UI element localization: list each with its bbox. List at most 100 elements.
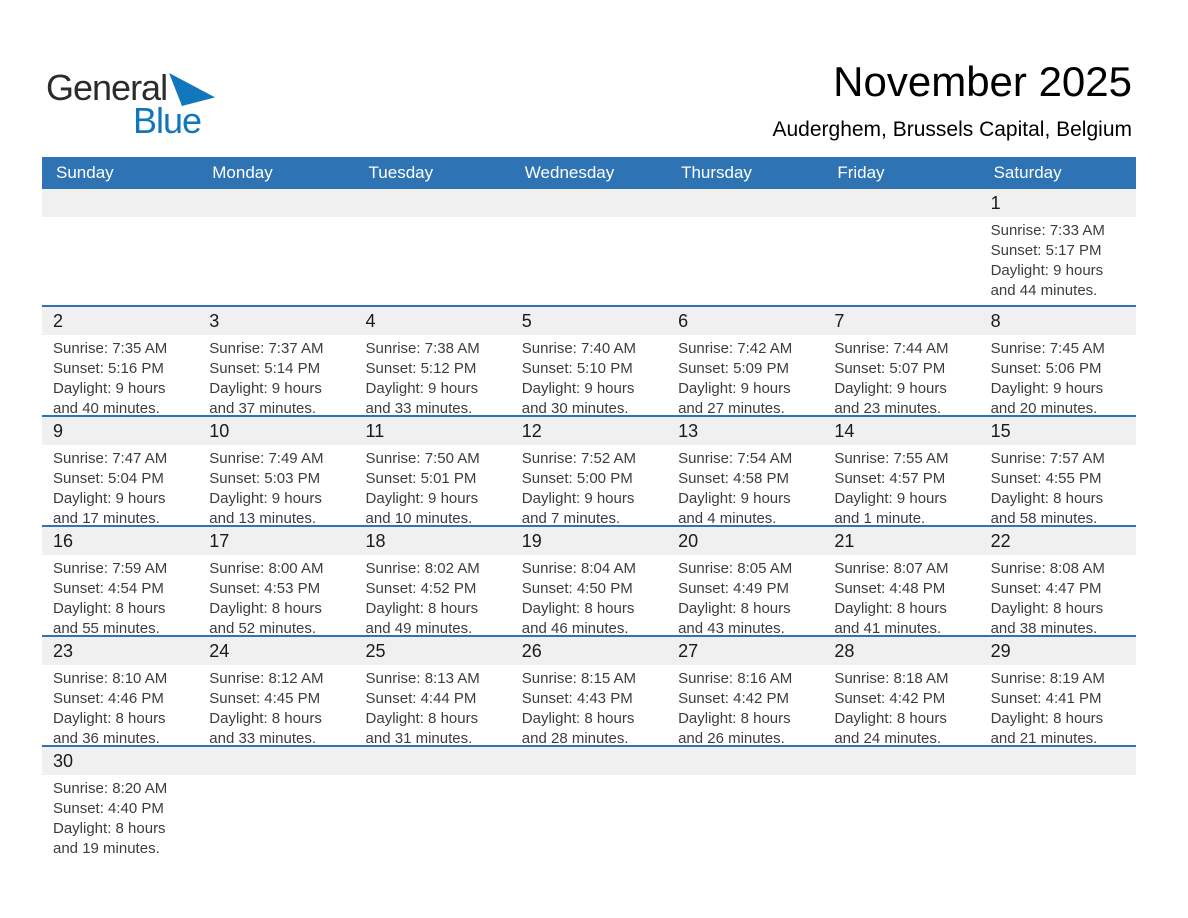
day-cell: 7 Sunrise: 7:44 AM Sunset: 5:07 PM Daylight…: [823, 307, 980, 417]
sunset-text: Sunset: 4:48 PM: [834, 580, 946, 597]
sunset-text: Sunset: 5:09 PM: [678, 360, 789, 377]
daylight-text-line2: and 33 minutes.: [209, 730, 317, 747]
sunset-text: Sunset: 5:06 PM: [990, 360, 1102, 377]
sunrise-text: Sunrise: 8:20 AM: [53, 780, 168, 797]
daylight-text-line1: Daylight: 9 hours: [365, 490, 479, 507]
sunrise-text: Sunrise: 7:37 AM: [209, 340, 324, 357]
daylight-text-line2: and 46 minutes.: [521, 620, 629, 637]
daylight-text-line1: Daylight: 8 hours: [209, 600, 322, 617]
daylight-text-line2: and 31 minutes.: [365, 730, 473, 747]
daylight-text-line2: and 43 minutes.: [678, 620, 785, 637]
daylight-text-line1: Daylight: 8 hours: [521, 600, 635, 617]
day-cell-body: Sunrise: 7:55 AM Sunset: 4:57 PM Daylight:…: [823, 445, 979, 529]
day-cell-body: Sunrise: 7:37 AM Sunset: 5:14 PM Daylight:…: [198, 335, 354, 419]
day-cell-body: Sunrise: 8:15 AM Sunset: 4:43 PM Daylight:…: [511, 665, 667, 749]
day-cell-body: Sunrise: 7:40 AM Sunset: 5:10 PM Daylight:…: [511, 335, 667, 419]
day-cell: 2 Sunrise: 7:35 AM Sunset: 5:16 PM Daylight…: [42, 307, 199, 417]
sunrise-text: Sunrise: 8:05 AM: [678, 560, 793, 577]
day-number: [198, 747, 355, 775]
day-cell-body: Sunrise: 7:35 AM Sunset: 5:16 PM Daylight:…: [42, 335, 198, 419]
empty-day-cell: [354, 189, 511, 305]
day-number: [667, 747, 824, 775]
daylight-text-line1: Daylight: 8 hours: [365, 710, 479, 727]
sunrise-text: Sunrise: 8:07 AM: [834, 560, 949, 577]
day-cell: 19 Sunrise: 8:04 AM Sunset: 4:50 PM Dayligh…: [510, 527, 668, 637]
sunrise-text: Sunrise: 7:52 AM: [521, 450, 637, 467]
daylight-text-line1: Daylight: 8 hours: [990, 490, 1104, 507]
sunrise-text: Sunrise: 8:04 AM: [521, 560, 637, 577]
day-cell-body: Sunrise: 7:50 AM Sunset: 5:01 PM Daylight:…: [355, 445, 511, 529]
day-cell-body: Sunrise: 7:57 AM Sunset: 4:55 PM Daylight:…: [980, 445, 1136, 529]
day-number: 11: [354, 417, 511, 445]
daylight-text-line1: Daylight: 8 hours: [990, 710, 1104, 727]
sunrise-text: Sunrise: 7:35 AM: [53, 340, 168, 357]
daylight-text-line2: and 52 minutes.: [209, 620, 317, 637]
day-number: 23: [42, 637, 199, 665]
day-cell-body: Sunrise: 7:47 AM Sunset: 5:04 PM Daylight:…: [42, 445, 198, 529]
sunrise-text: Sunrise: 8:00 AM: [209, 560, 324, 577]
sunrise-text: Sunrise: 7:38 AM: [365, 340, 480, 357]
day-cell-body: [42, 217, 198, 221]
calendar-table: Sunday Monday Tuesday Wednesday Thursday…: [42, 157, 1136, 861]
week-row: 2 Sunrise: 7:35 AM Sunset: 5:16 PM Daylight…: [42, 305, 1136, 417]
week-row: 23 Sunrise: 8:10 AM Sunset: 4:46 PM Dayligh…: [42, 635, 1136, 747]
day-number: [42, 189, 199, 217]
sunset-text: Sunset: 4:50 PM: [521, 580, 633, 597]
sunrise-text: Sunrise: 8:10 AM: [53, 670, 168, 687]
empty-day-cell: [42, 189, 199, 305]
day-cell-body: [823, 775, 979, 779]
day-cell-body: Sunrise: 7:49 AM Sunset: 5:03 PM Daylight:…: [198, 445, 354, 529]
daylight-text-line1: Daylight: 9 hours: [521, 380, 635, 397]
daylight-text-line2: and 21 minutes.: [990, 730, 1098, 747]
day-cell: 28 Sunrise: 8:18 AM Sunset: 4:42 PM Dayligh…: [823, 637, 980, 747]
day-cell: 20 Sunrise: 8:05 AM Sunset: 4:49 PM Dayligh…: [667, 527, 824, 637]
daylight-text-line1: Daylight: 8 hours: [834, 600, 947, 617]
day-number: 27: [667, 637, 824, 665]
daylight-text-line2: and 33 minutes.: [365, 400, 473, 417]
day-number: [823, 189, 980, 217]
sunrise-text: Sunrise: 7:49 AM: [209, 450, 324, 467]
sunrise-text: Sunrise: 8:02 AM: [365, 560, 480, 577]
day-cell-body: Sunrise: 8:07 AM Sunset: 4:48 PM Daylight:…: [823, 555, 979, 639]
day-cell-body: Sunrise: 8:05 AM Sunset: 4:49 PM Daylight:…: [667, 555, 823, 639]
sunrise-text: Sunrise: 8:12 AM: [209, 670, 324, 687]
sunset-text: Sunset: 4:46 PM: [53, 690, 164, 707]
weekday-header-sunday: Sunday: [56, 163, 114, 182]
day-cell: 1 Sunrise: 7:33 AM Sunset: 5:17 PM Daylight…: [979, 189, 1136, 305]
day-cell-body: Sunrise: 7:52 AM Sunset: 5:00 PM Daylight:…: [511, 445, 667, 529]
daylight-text-line2: and 41 minutes.: [834, 620, 942, 637]
day-cell: 11 Sunrise: 7:50 AM Sunset: 5:01 PM Dayligh…: [354, 417, 511, 527]
daylight-text-line1: Daylight: 8 hours: [521, 710, 635, 727]
weekday-header-thursday: Thursday: [681, 163, 752, 182]
daylight-text-line1: Daylight: 9 hours: [834, 380, 947, 397]
day-cell-body: [823, 217, 979, 221]
day-cell-body: Sunrise: 7:45 AM Sunset: 5:06 PM Daylight:…: [980, 335, 1136, 419]
daylight-text-line2: and 23 minutes.: [834, 400, 942, 417]
sunrise-text: Sunrise: 7:47 AM: [53, 450, 168, 467]
daylight-text-line2: and 44 minutes.: [990, 282, 1098, 299]
day-cell: 6 Sunrise: 7:42 AM Sunset: 5:09 PM Daylight…: [667, 307, 824, 417]
day-number: 19: [510, 527, 668, 555]
day-cell: 21 Sunrise: 8:07 AM Sunset: 4:48 PM Dayligh…: [823, 527, 980, 637]
day-cell: 17 Sunrise: 8:00 AM Sunset: 4:53 PM Dayligh…: [198, 527, 355, 637]
day-cell-body: [667, 217, 823, 221]
daylight-text-line1: Daylight: 8 hours: [53, 710, 166, 727]
daylight-text-line2: and 38 minutes.: [990, 620, 1098, 637]
day-number: 26: [510, 637, 668, 665]
day-cell: 9 Sunrise: 7:47 AM Sunset: 5:04 PM Daylight…: [42, 417, 199, 527]
sunrise-text: Sunrise: 8:08 AM: [990, 560, 1105, 577]
daylight-text-line1: Daylight: 9 hours: [209, 490, 322, 507]
empty-day-cell: [667, 747, 824, 861]
day-cell-body: Sunrise: 8:04 AM Sunset: 4:50 PM Daylight:…: [511, 555, 667, 639]
day-cell-body: Sunrise: 8:16 AM Sunset: 4:42 PM Daylight:…: [667, 665, 823, 749]
daylight-text-line2: and 17 minutes.: [53, 510, 160, 527]
day-cell-body: [355, 217, 511, 221]
day-cell: 24 Sunrise: 8:12 AM Sunset: 4:45 PM Dayligh…: [198, 637, 355, 747]
day-number: 15: [979, 417, 1136, 445]
daylight-text-line2: and 1 minute.: [834, 510, 926, 527]
month-title: November 2025: [833, 58, 1132, 105]
sunrise-text: Sunrise: 7:54 AM: [678, 450, 793, 467]
daylight-text-line1: Daylight: 8 hours: [53, 600, 166, 617]
sunrise-text: Sunrise: 8:16 AM: [678, 670, 793, 687]
day-cell: 30 Sunrise: 8:20 AM Sunset: 4:40 PM Dayligh…: [42, 747, 199, 861]
